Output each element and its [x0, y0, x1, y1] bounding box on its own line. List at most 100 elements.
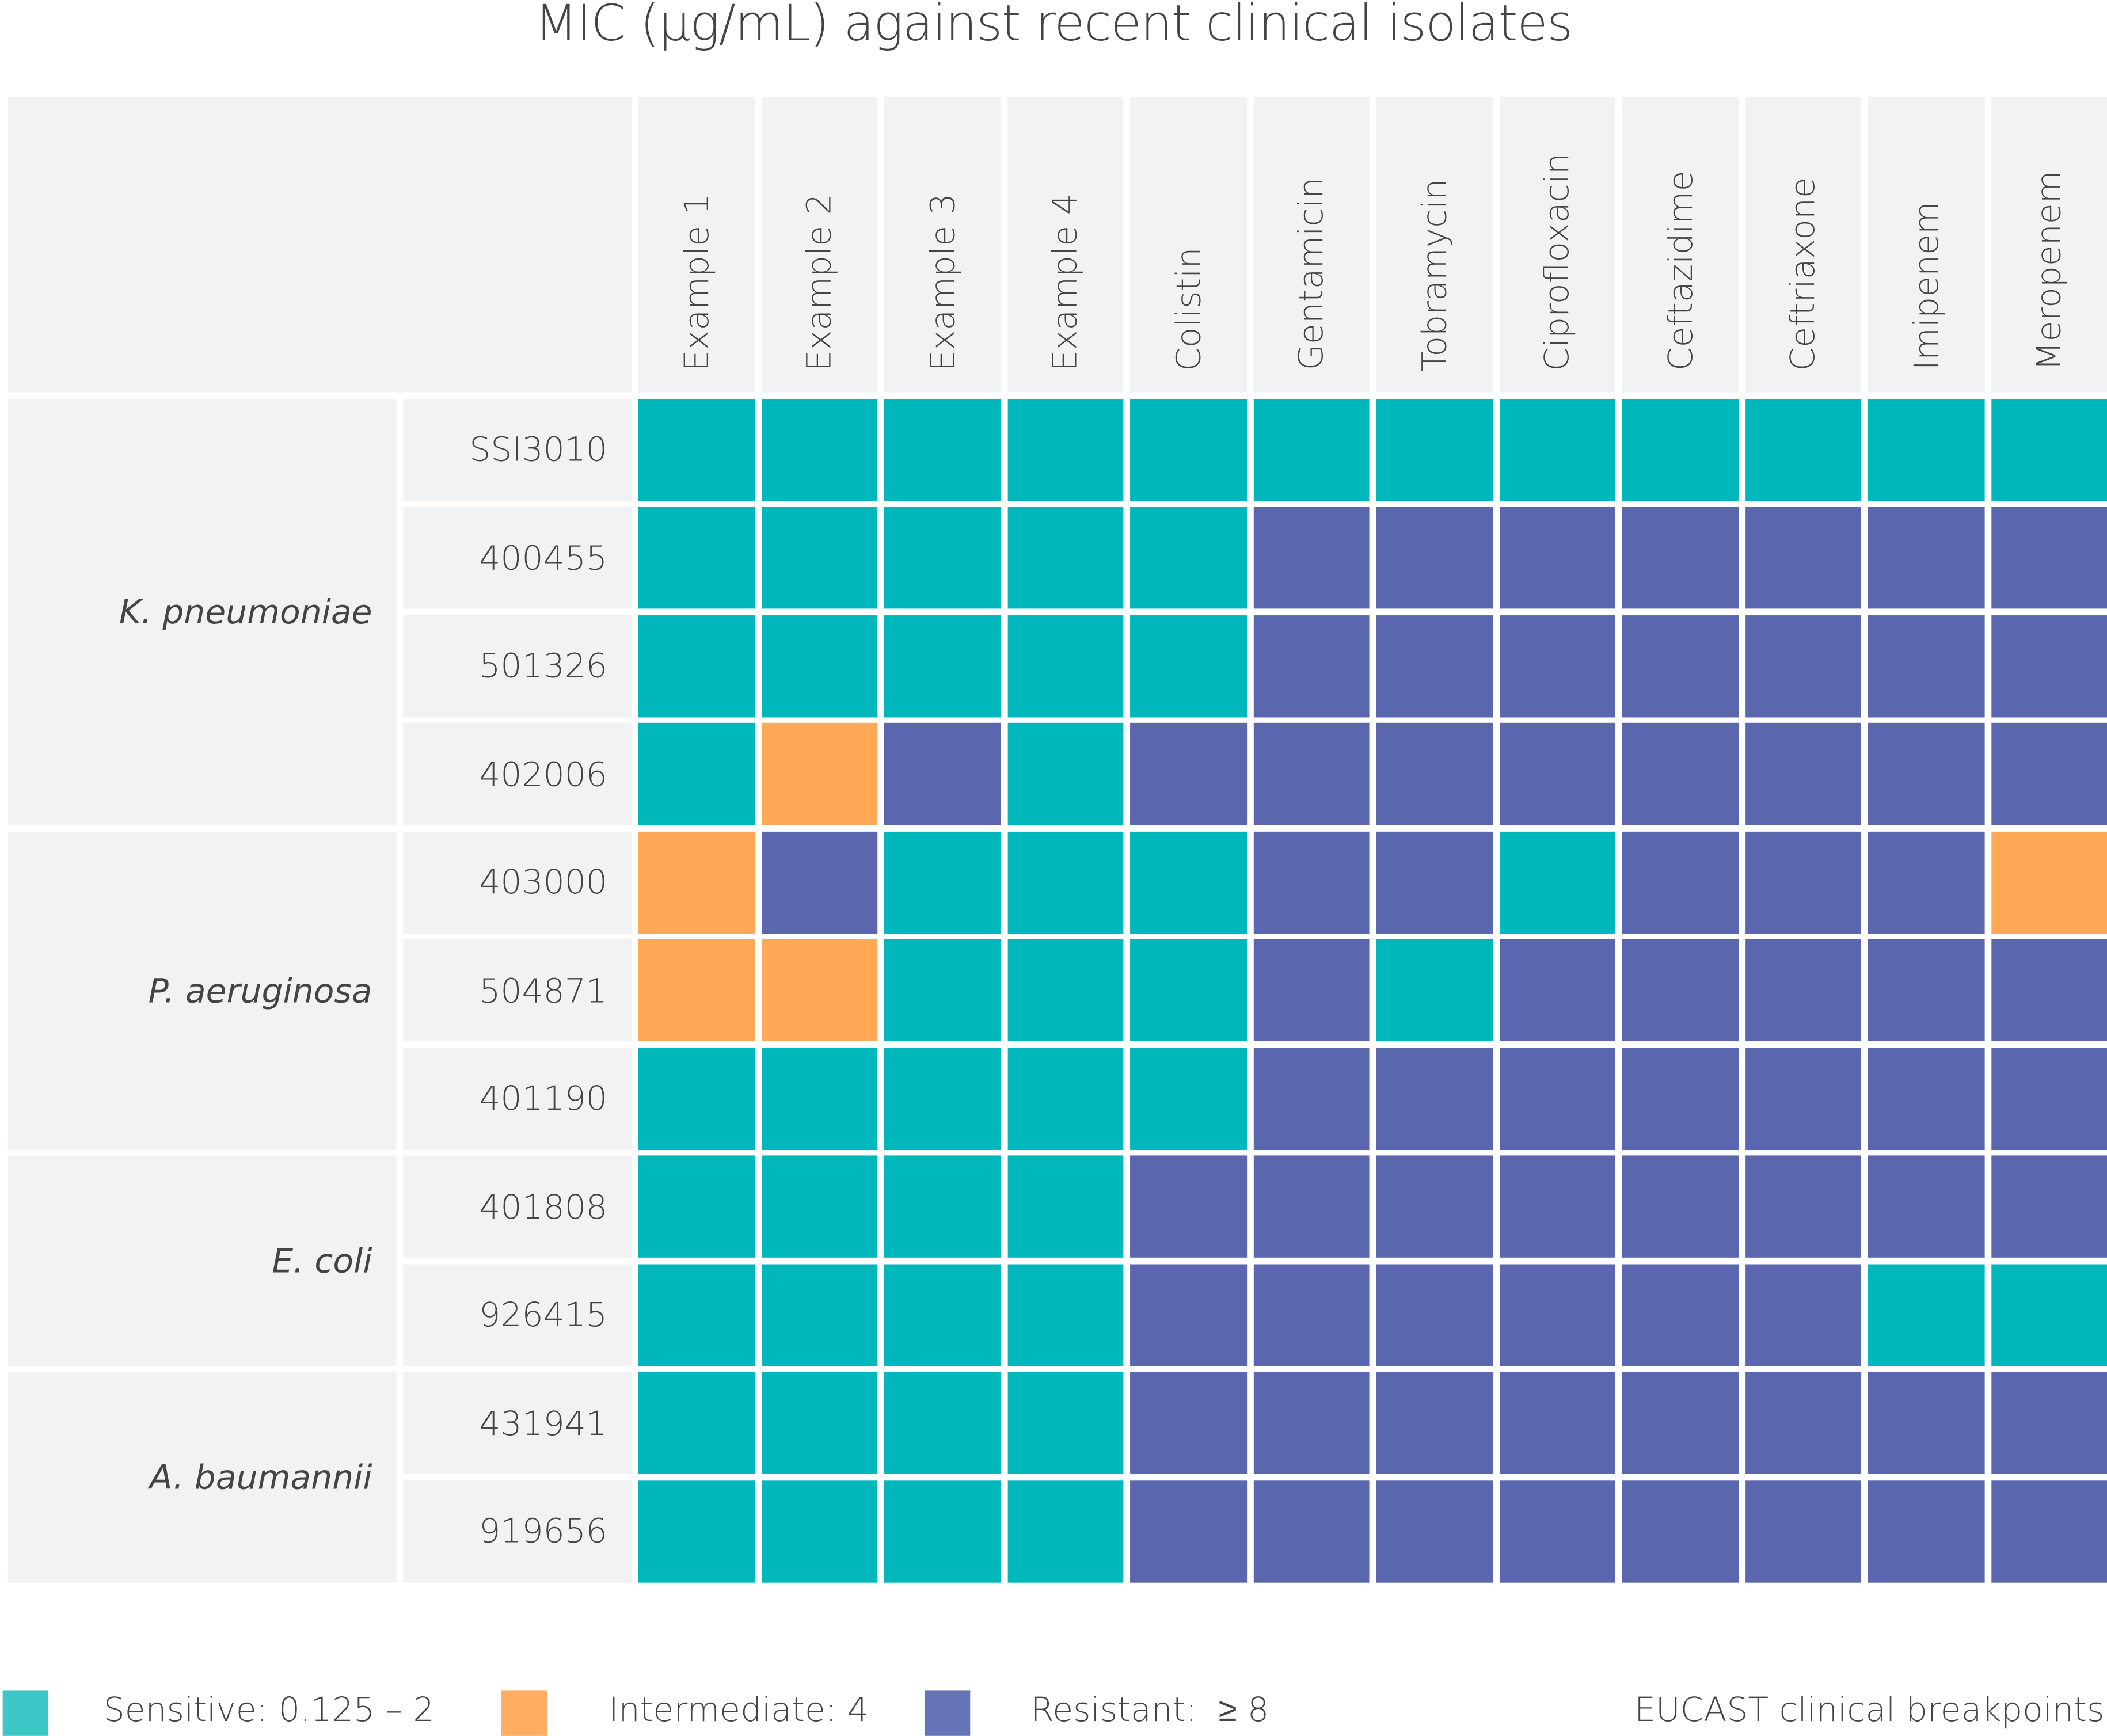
heatmap-cell-S: [1376, 398, 1493, 501]
heatmap-cell-R: [1622, 1047, 1739, 1149]
heatmap-cell-R: [1253, 722, 1370, 825]
heatmap-cell-S: [884, 1480, 1001, 1582]
heatmap-cell-R: [1744, 1372, 1861, 1474]
heatmap-cell-I: [761, 939, 878, 1042]
heatmap-cell-S: [1007, 614, 1124, 717]
heatmap-cell-R: [1868, 1047, 1984, 1149]
heatmap-cell-S: [1007, 1372, 1124, 1474]
heatmap-cell-R: [1622, 506, 1739, 609]
heatmap-cell-S: [1007, 1480, 1124, 1582]
heatmap-cell-S: [884, 398, 1001, 501]
chart-title: MIC (µg/mL) against recent clinical isol…: [534, 0, 1573, 53]
heatmap-cell-S: [1376, 939, 1493, 1042]
source-note: EUCAST clinical breakpoints: [1634, 1690, 2105, 1730]
label: Gentamicin: [1291, 178, 1331, 371]
isolate-label: 919656: [403, 1480, 632, 1582]
label: Example 1: [676, 193, 716, 371]
heatmap-cell-R: [1744, 1480, 1861, 1582]
heatmap-cell-R: [1376, 722, 1493, 825]
heatmap-cell-R: [1253, 1155, 1370, 1258]
heatmap-cell-R: [1499, 1480, 1615, 1582]
isolate-label: 400455: [403, 506, 632, 609]
heatmap-cell-I: [1991, 831, 2107, 934]
label: Example 2: [800, 193, 839, 371]
species-label: A. baumannii: [8, 1372, 397, 1582]
heatmap-cell-S: [638, 614, 755, 717]
heatmap-cell-S: [1868, 1263, 1984, 1366]
heatmap-cell-R: [1130, 1263, 1246, 1366]
heatmap-cell-R: [1499, 506, 1615, 609]
heatmap-cell-R: [1744, 506, 1861, 609]
heatmap-cell-R: [1622, 614, 1739, 717]
heatmap-cell-S: [638, 506, 755, 609]
heatmap-cell-R: [1868, 1372, 1984, 1474]
heatmap-cell-R: [761, 831, 878, 934]
heatmap-cell-S: [884, 506, 1001, 609]
heatmap-cell-S: [1130, 939, 1246, 1042]
column-header: Ceftriaxone: [1744, 97, 1861, 393]
heatmap-cell-R: [1622, 1372, 1739, 1474]
heatmap-cell-R: [1744, 1047, 1861, 1149]
heatmap-cell-R: [884, 722, 1001, 825]
heatmap-cell-R: [1499, 614, 1615, 717]
legend-item-resistant: [924, 1690, 971, 1736]
isolate-label: 402006: [403, 722, 632, 825]
heatmap-cell-S: [1130, 506, 1246, 609]
heatmap-cell-S: [761, 506, 878, 609]
isolate-label: 926415: [403, 1263, 632, 1366]
heatmap-cell-S: [1007, 722, 1124, 825]
heatmap-cell-R: [1622, 1155, 1739, 1258]
heatmap-cell-S: [1253, 398, 1370, 501]
label: Example 4: [1045, 193, 1085, 371]
column-header: Example 4: [1007, 97, 1124, 393]
legend-swatch-resistant: [924, 1690, 971, 1736]
heatmap-cell-S: [638, 1263, 755, 1366]
heatmap-cell-I: [638, 831, 755, 934]
heatmap-cell-R: [1868, 722, 1984, 825]
isolate-label: 501326: [403, 614, 632, 717]
heatmap-cell-R: [1868, 614, 1984, 717]
heatmap-cell-S: [638, 1372, 755, 1474]
column-header: Colistin: [1130, 97, 1246, 393]
heatmap-cell-R: [1991, 506, 2107, 609]
heatmap-cell-S: [1499, 398, 1615, 501]
heatmap-cell-R: [1991, 1155, 2107, 1258]
isolate-label: SSI3010: [403, 398, 632, 501]
heatmap-cell-R: [1130, 1480, 1246, 1582]
heatmap-cell-S: [1868, 398, 1984, 501]
heatmap-cell-R: [1868, 506, 1984, 609]
heatmap-cell-R: [1868, 1480, 1984, 1582]
heatmap-cell-R: [1744, 722, 1861, 825]
heatmap-cell-R: [1376, 1155, 1493, 1258]
legend-label-resistant: Resistant: ≥ 8: [1030, 1690, 1269, 1730]
label: Imipenem: [1906, 202, 1946, 371]
heatmap-cell-R: [1253, 1372, 1370, 1474]
heatmap-cell-S: [884, 939, 1001, 1042]
heatmap-cell-R: [1868, 831, 1984, 934]
isolate-label: 403000: [403, 831, 632, 934]
label: Ceftriaxone: [1783, 177, 1823, 371]
heatmap-cell-S: [884, 831, 1001, 934]
heatmap-cell-S: [884, 1047, 1001, 1149]
heatmap-cell-R: [1376, 506, 1493, 609]
heatmap-cell-S: [1007, 831, 1124, 934]
heatmap-cell-R: [1376, 614, 1493, 717]
heatmap-cell-R: [1499, 1263, 1615, 1366]
column-header: Ciprofloxacin: [1499, 97, 1615, 393]
column-header: Tobramycin: [1376, 97, 1493, 393]
heatmap-cell-R: [1991, 722, 2107, 825]
heatmap-cell-R: [1376, 1047, 1493, 1149]
heatmap-cell-R: [1130, 722, 1246, 825]
heatmap-cell-R: [1622, 831, 1739, 934]
species-label: P. aeruginosa: [8, 831, 397, 1149]
heatmap-cell-R: [1622, 1480, 1739, 1582]
heatmap-cell-R: [1376, 831, 1493, 934]
heatmap-cell-S: [884, 1155, 1001, 1258]
header-corner: [8, 97, 632, 393]
heatmap-cell-R: [1744, 831, 1861, 934]
heatmap-cell-S: [884, 1372, 1001, 1474]
heatmap-cell-R: [1991, 1372, 2107, 1474]
heatmap-cell-S: [1622, 398, 1739, 501]
heatmap-cell-S: [1130, 831, 1246, 934]
